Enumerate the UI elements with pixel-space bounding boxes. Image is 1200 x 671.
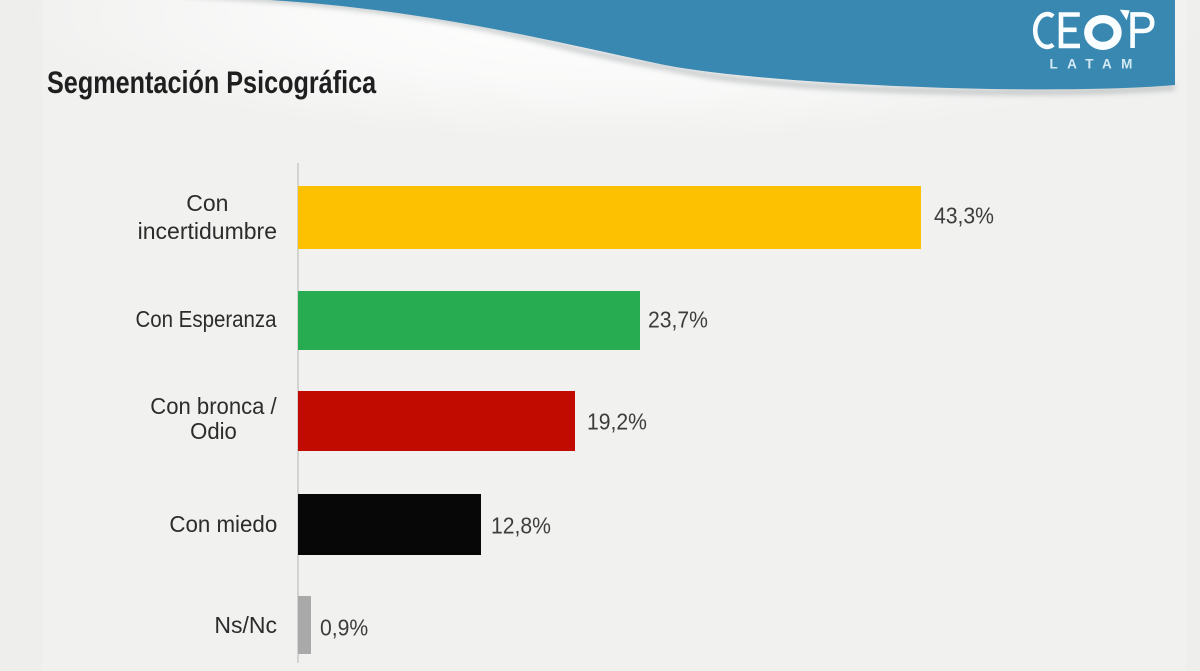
svg-text:LATAM: LATAM — [1050, 57, 1142, 72]
